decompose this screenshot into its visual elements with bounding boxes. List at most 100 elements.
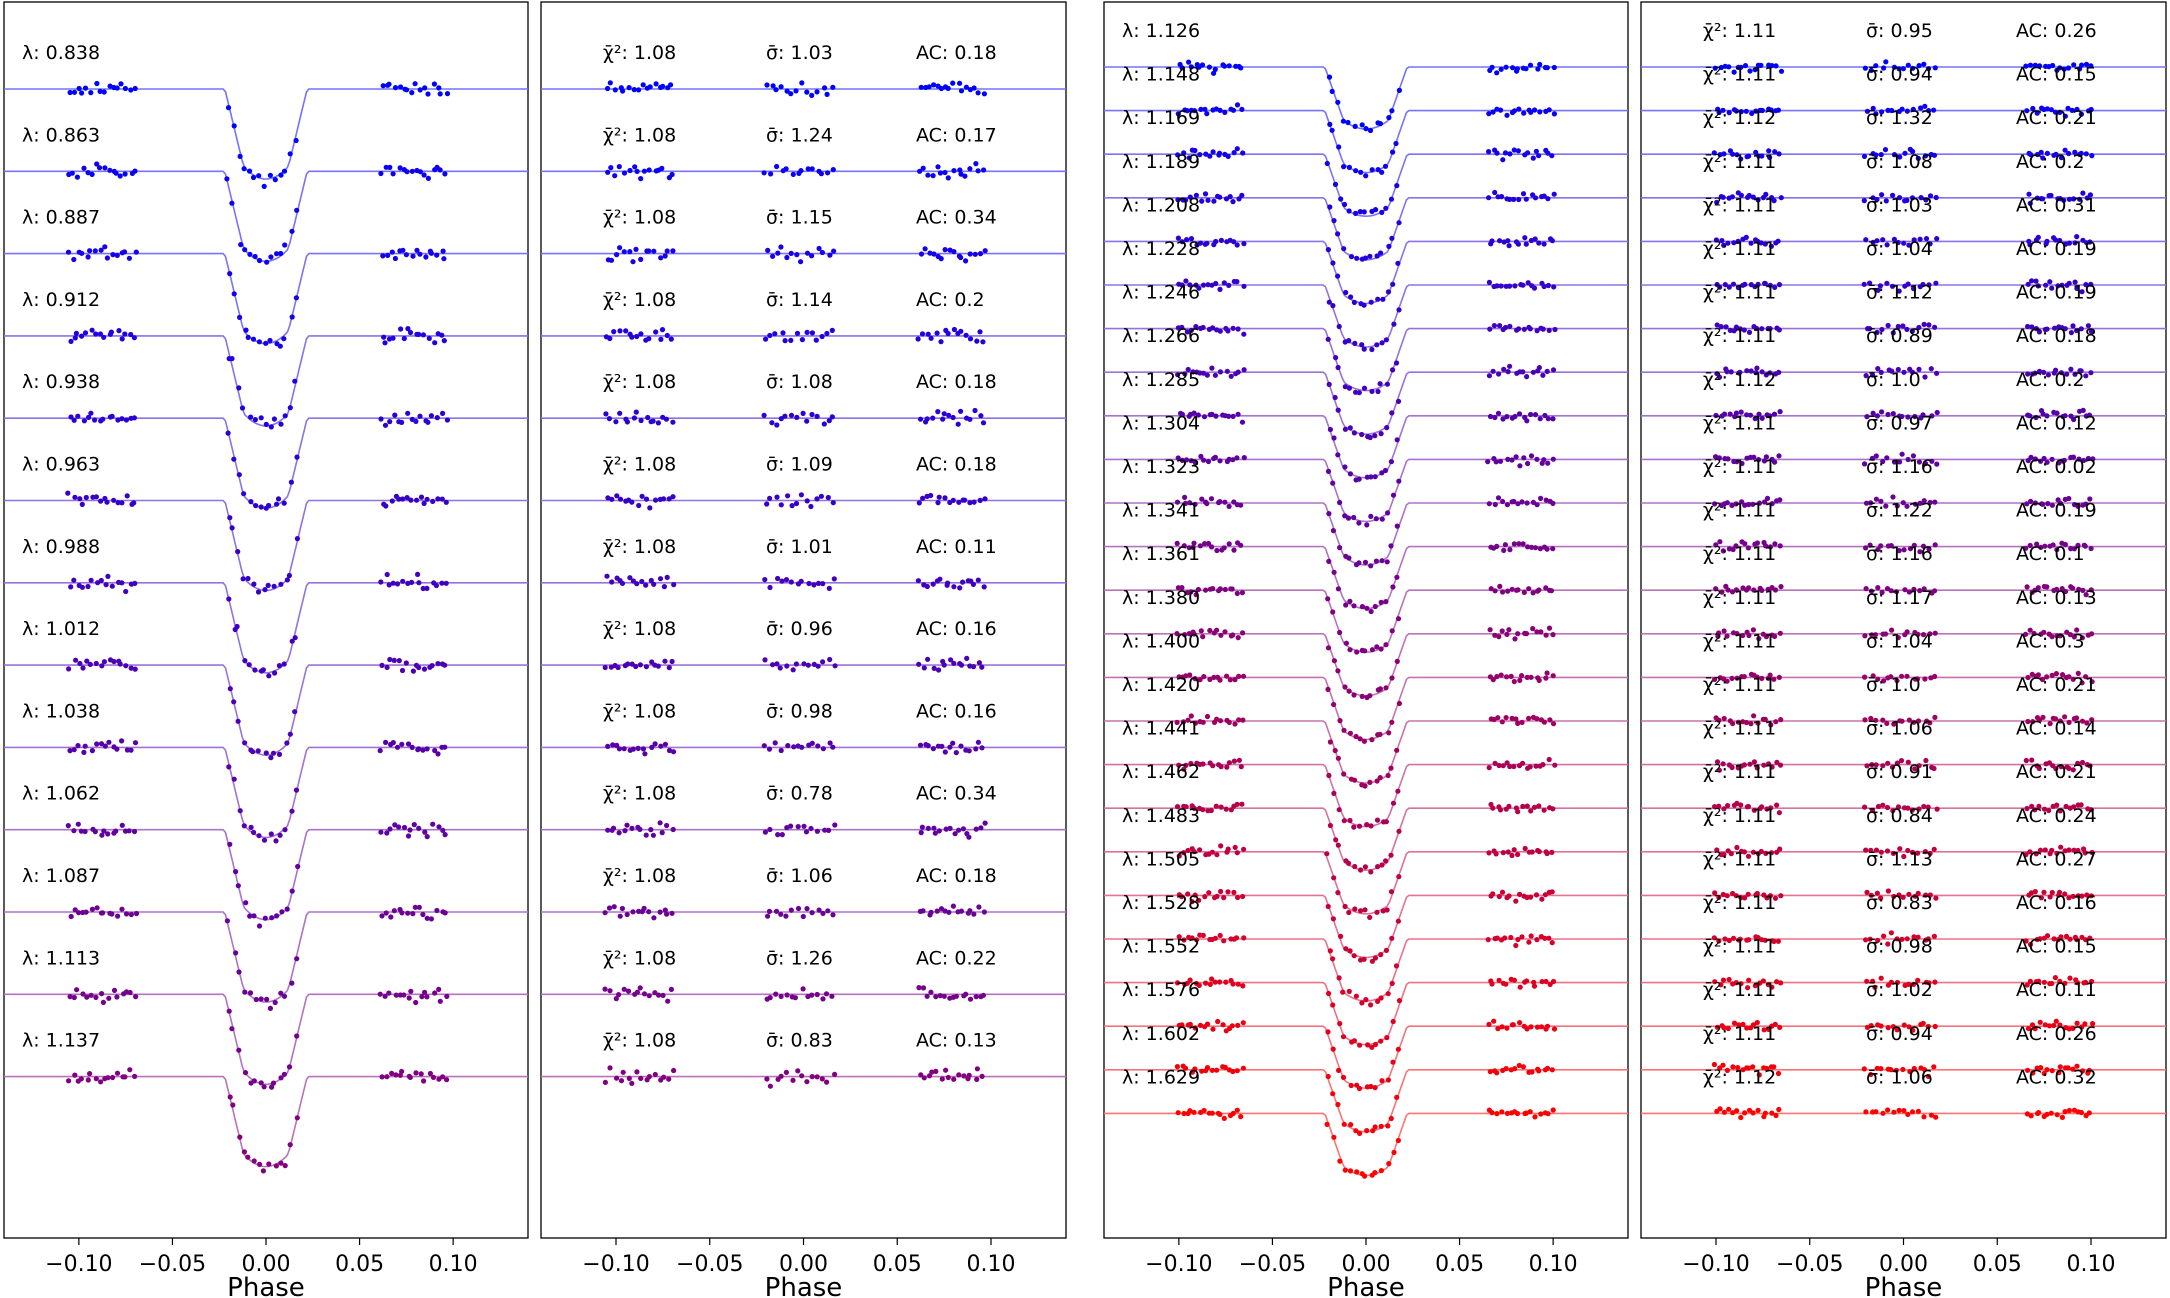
data-point bbox=[1191, 631, 1197, 637]
residual-point bbox=[1720, 977, 1727, 983]
data-point bbox=[294, 1033, 300, 1039]
data-point bbox=[1501, 366, 1507, 372]
residual-point bbox=[638, 256, 644, 262]
data-point bbox=[1207, 981, 1213, 988]
data-point bbox=[1527, 62, 1534, 68]
residual-point bbox=[1926, 108, 1932, 114]
data-point bbox=[1504, 112, 1510, 118]
data-point bbox=[420, 747, 426, 753]
residual-point bbox=[1888, 674, 1894, 680]
data-point bbox=[271, 583, 277, 589]
residual-point bbox=[1773, 63, 1779, 69]
residual-point bbox=[1726, 284, 1732, 290]
data-point bbox=[1186, 545, 1192, 551]
residual-point bbox=[937, 993, 943, 999]
residual-point bbox=[666, 747, 673, 754]
residual-point bbox=[2052, 109, 2059, 115]
data-point bbox=[1354, 255, 1360, 261]
data-point bbox=[288, 479, 294, 485]
residual-point bbox=[1721, 151, 1727, 157]
residual-point bbox=[2083, 674, 2089, 680]
data-point bbox=[408, 988, 414, 994]
data-point bbox=[1175, 235, 1181, 241]
ac-label: AC: 0.16 bbox=[916, 700, 997, 722]
data-point bbox=[1530, 369, 1536, 375]
residual-point bbox=[784, 992, 790, 998]
residual-point bbox=[1921, 586, 1927, 592]
residual-point bbox=[795, 905, 802, 912]
residual-point bbox=[783, 577, 790, 583]
data-point bbox=[1221, 895, 1227, 901]
residual-point bbox=[922, 246, 928, 252]
residual-point bbox=[930, 173, 936, 179]
residual-point bbox=[2084, 892, 2090, 898]
data-point bbox=[1529, 849, 1535, 855]
data-point bbox=[119, 906, 125, 912]
data-point bbox=[435, 751, 441, 757]
series: λ: 1.323 bbox=[1104, 456, 1628, 569]
residual-point bbox=[1904, 673, 1910, 679]
data-point bbox=[1215, 1018, 1221, 1025]
data-point bbox=[126, 255, 132, 261]
residual-point bbox=[2081, 457, 2087, 464]
residual-point bbox=[1742, 281, 1748, 287]
residual-point bbox=[2057, 1064, 2063, 1070]
residual-point bbox=[916, 661, 922, 667]
residual-point bbox=[1720, 548, 1726, 554]
series: λ: 0.838 bbox=[4, 42, 528, 189]
residual-point bbox=[921, 1075, 927, 1081]
residual-point bbox=[627, 249, 633, 255]
residual-point bbox=[963, 991, 969, 997]
residual-point bbox=[2035, 234, 2041, 240]
data-point bbox=[1213, 803, 1219, 809]
data-point bbox=[123, 588, 129, 595]
data-point bbox=[281, 500, 287, 506]
residual-point bbox=[2052, 325, 2058, 331]
wavelength-label: λ: 1.361 bbox=[1122, 543, 1200, 565]
residual-point bbox=[981, 167, 987, 173]
data-point bbox=[1238, 1114, 1244, 1120]
data-point bbox=[1390, 1018, 1396, 1025]
residual-point bbox=[1751, 454, 1757, 460]
data-point bbox=[441, 256, 447, 262]
residual-point bbox=[2057, 109, 2063, 115]
data-point bbox=[1515, 720, 1521, 727]
data-point bbox=[98, 1079, 104, 1085]
data-point bbox=[233, 950, 239, 956]
residual-point bbox=[973, 994, 979, 1000]
residual-point bbox=[790, 171, 796, 177]
residual-point bbox=[2083, 592, 2089, 598]
residual-point bbox=[2086, 1110, 2092, 1116]
data-point bbox=[1235, 1022, 1241, 1028]
residual-point bbox=[2056, 1070, 2062, 1076]
residual-point bbox=[1778, 584, 1784, 590]
data-point bbox=[1372, 955, 1379, 961]
data-point bbox=[1352, 863, 1358, 870]
residual-point bbox=[2028, 454, 2034, 460]
data-point bbox=[1504, 631, 1510, 638]
data-point bbox=[1188, 327, 1194, 333]
residual-point bbox=[1895, 239, 1901, 246]
residual-point bbox=[1725, 803, 1731, 809]
ac-label: AC: 0.18 bbox=[916, 865, 997, 887]
data-point bbox=[122, 171, 128, 177]
residual-point bbox=[1890, 1024, 1896, 1030]
data-point bbox=[1337, 1021, 1343, 1027]
residual-point bbox=[1773, 1112, 1779, 1119]
residual-point bbox=[2024, 584, 2030, 590]
data-point bbox=[250, 749, 256, 755]
residual-point bbox=[2072, 240, 2078, 246]
residual-point bbox=[778, 1073, 784, 1079]
residual-point bbox=[1906, 981, 1912, 988]
residual-point bbox=[2066, 765, 2072, 772]
residual-point bbox=[1900, 500, 1906, 506]
data-point bbox=[404, 169, 410, 175]
sigma-label: σ̄: 1.13 bbox=[1866, 848, 1933, 870]
data-point bbox=[1199, 1068, 1205, 1074]
data-point bbox=[1368, 563, 1374, 569]
residual-point bbox=[1888, 979, 1894, 985]
chi2-label: χ̄²: 1.11 bbox=[1703, 848, 1776, 870]
ac-label: AC: 0.22 bbox=[916, 947, 997, 969]
residual-point bbox=[1916, 63, 1922, 69]
residual-point bbox=[1901, 853, 1907, 860]
